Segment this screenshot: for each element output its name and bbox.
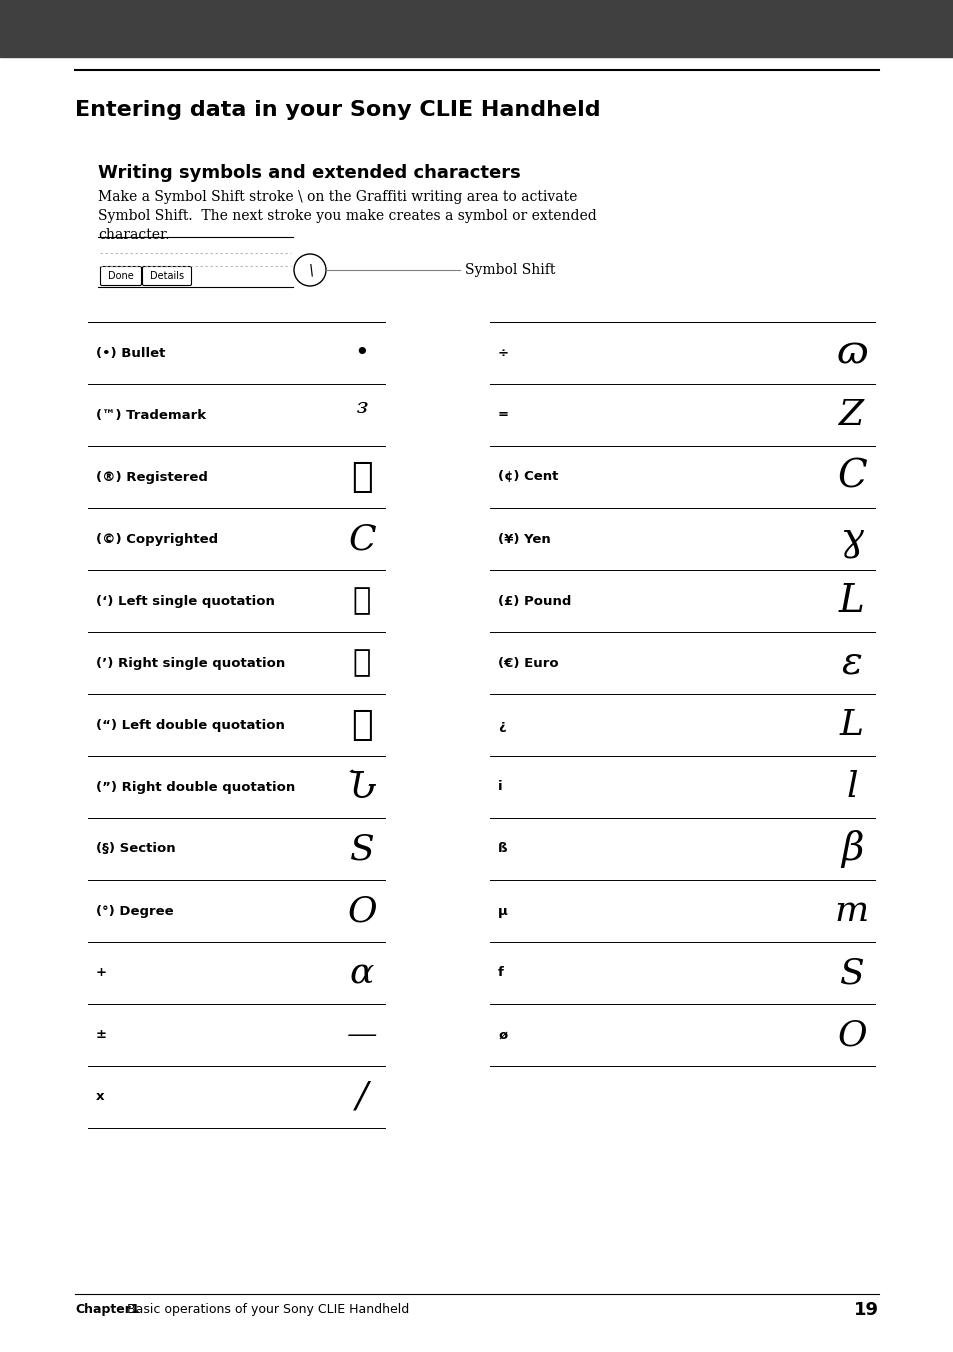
Text: C: C <box>348 522 375 556</box>
Text: Z: Z <box>839 397 863 433</box>
Text: f: f <box>497 967 503 979</box>
Text: (©) Copyrighted: (©) Copyrighted <box>96 533 218 545</box>
Text: (£) Pound: (£) Pound <box>497 595 571 607</box>
Text: (™) Trademark: (™) Trademark <box>96 408 206 422</box>
Text: (”) Right double quotation: (”) Right double quotation <box>96 780 294 794</box>
Text: Ն: Ն <box>347 771 375 804</box>
Text: β: β <box>840 830 862 868</box>
Text: μ: μ <box>497 904 507 918</box>
Text: character.: character. <box>98 228 170 242</box>
Text: =: = <box>497 408 509 422</box>
FancyBboxPatch shape <box>142 266 192 285</box>
Text: L: L <box>839 583 864 619</box>
Text: Writing symbols and extended characters: Writing symbols and extended characters <box>98 164 520 183</box>
Text: Details: Details <box>150 270 184 281</box>
Text: (¥) Yen: (¥) Yen <box>497 533 550 545</box>
FancyBboxPatch shape <box>100 266 141 285</box>
Text: (’) Right single quotation: (’) Right single quotation <box>96 657 285 669</box>
Text: Symbol Shift.  The next stroke you make creates a symbol or extended: Symbol Shift. The next stroke you make c… <box>98 210 597 223</box>
Text: ɣ: ɣ <box>840 521 862 557</box>
Text: Done: Done <box>108 270 133 281</box>
Text: ⌝: ⌝ <box>353 648 371 679</box>
Text: ᵌ: ᵌ <box>355 397 368 433</box>
Text: (“) Left double quotation: (“) Left double quotation <box>96 718 285 731</box>
Text: (•) Bullet: (•) Bullet <box>96 346 165 360</box>
Text: •: • <box>355 342 369 365</box>
Text: S: S <box>349 831 374 867</box>
Text: Basic operations of your Sony CLIE Handheld: Basic operations of your Sony CLIE Handh… <box>127 1303 409 1317</box>
Text: Ӆ: Ӆ <box>351 708 373 742</box>
Text: ℛ: ℛ <box>351 460 373 493</box>
Text: l: l <box>845 771 857 804</box>
Text: \: \ <box>308 264 314 279</box>
Text: O: O <box>347 894 376 927</box>
Text: +: + <box>96 967 107 979</box>
Text: Chapter1: Chapter1 <box>75 1303 139 1317</box>
Circle shape <box>294 254 326 287</box>
Text: 19: 19 <box>853 1301 878 1320</box>
Text: x: x <box>96 1091 105 1103</box>
Text: ɷ: ɷ <box>835 334 867 372</box>
Text: α: α <box>350 956 374 990</box>
Text: (¢) Cent: (¢) Cent <box>497 470 558 484</box>
Text: (§) Section: (§) Section <box>96 842 175 856</box>
Text: L: L <box>840 708 863 742</box>
Text: (®) Registered: (®) Registered <box>96 470 208 484</box>
Bar <box>0 0 953 57</box>
Text: m: m <box>834 894 868 927</box>
Text: ⌜: ⌜ <box>353 585 371 617</box>
Text: O: O <box>837 1018 866 1052</box>
Text: ø: ø <box>497 1029 507 1041</box>
Text: Make a Symbol Shift stroke \ on the Graffiti writing area to activate: Make a Symbol Shift stroke \ on the Graf… <box>98 191 577 204</box>
Text: S: S <box>839 956 863 990</box>
Text: —: — <box>346 1019 376 1051</box>
Text: ¿: ¿ <box>497 718 505 731</box>
Text: (°) Degree: (°) Degree <box>96 904 173 918</box>
Text: ß: ß <box>497 842 507 856</box>
Text: Entering data in your Sony CLIE Handheld: Entering data in your Sony CLIE Handheld <box>75 100 600 120</box>
Text: /: / <box>355 1080 368 1114</box>
Text: Symbol Shift: Symbol Shift <box>464 264 555 277</box>
Text: ε: ε <box>841 645 862 681</box>
Text: i: i <box>497 780 502 794</box>
Text: C: C <box>836 458 866 495</box>
Text: ±: ± <box>96 1029 107 1041</box>
Text: (€) Euro: (€) Euro <box>497 657 558 669</box>
Text: ÷: ÷ <box>497 346 509 360</box>
Text: (‘) Left single quotation: (‘) Left single quotation <box>96 595 274 607</box>
